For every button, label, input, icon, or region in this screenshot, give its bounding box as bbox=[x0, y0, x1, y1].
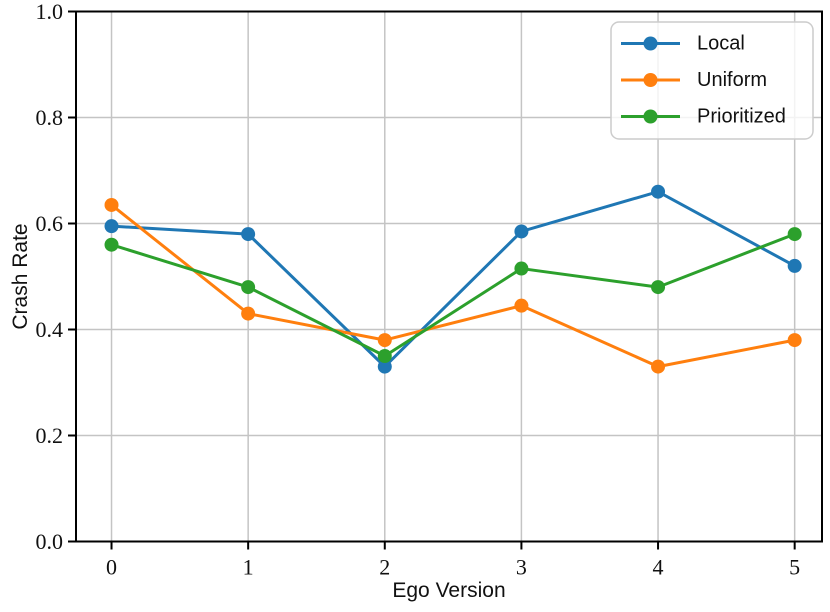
data-point-local-3 bbox=[514, 224, 529, 239]
series-line-uniform bbox=[110, 203, 797, 369]
legend: Local Uniform Prioritized bbox=[610, 21, 814, 140]
data-point-local-0 bbox=[104, 219, 119, 234]
data-point-local-4 bbox=[651, 184, 666, 199]
series-line-local bbox=[110, 190, 797, 369]
x-tick-label: 0 bbox=[106, 555, 117, 580]
legend-label: Prioritized bbox=[697, 106, 786, 128]
x-tick-label: 2 bbox=[379, 555, 390, 580]
y-tick-label: 1.0 bbox=[36, 0, 64, 24]
legend-marker bbox=[643, 36, 658, 51]
x-tick-label: 4 bbox=[653, 555, 664, 580]
x-tick-label: 5 bbox=[789, 555, 800, 580]
data-point-uniform-5 bbox=[787, 333, 802, 348]
data-point-uniform-3 bbox=[514, 298, 529, 313]
data-point-prioritized-5 bbox=[787, 227, 802, 242]
data-point-local-5 bbox=[787, 258, 802, 273]
series-layer bbox=[104, 184, 802, 374]
data-point-local-1 bbox=[241, 227, 256, 242]
legend-box bbox=[610, 21, 814, 140]
data-point-uniform-4 bbox=[651, 359, 666, 374]
series-line-prioritized bbox=[110, 232, 797, 358]
data-point-prioritized-1 bbox=[241, 280, 256, 295]
data-point-prioritized-4 bbox=[651, 280, 666, 295]
legend-marker bbox=[643, 73, 658, 87]
plot-border bbox=[75, 10, 823, 543]
legend-label: Uniform bbox=[697, 69, 767, 91]
y-tick-label: 0.2 bbox=[36, 423, 64, 448]
x-axis-label: Ego Version bbox=[392, 579, 505, 602]
data-point-prioritized-2 bbox=[377, 349, 392, 363]
y-tick-label: 0.0 bbox=[36, 529, 64, 554]
x-tick-label: 3 bbox=[516, 555, 527, 580]
legend-item-prioritized: Prioritized bbox=[621, 106, 786, 128]
data-point-uniform-1 bbox=[241, 306, 256, 321]
y-axis-label: Crash Rate bbox=[9, 223, 32, 329]
y-tick-label: 0.8 bbox=[36, 105, 64, 130]
data-point-prioritized-3 bbox=[514, 261, 529, 276]
legend-label: Local bbox=[697, 33, 745, 55]
data-point-uniform-0 bbox=[104, 197, 119, 212]
legend-item-local: Local bbox=[621, 33, 745, 55]
y-tick-label: 0.6 bbox=[36, 211, 64, 236]
y-tick-label: 0.4 bbox=[36, 317, 64, 342]
legend-marker bbox=[643, 109, 658, 124]
tick-layer: 0 1 2 3 4 5 0.0 0.2 0.4 0.6 0.8 1.0 bbox=[36, 0, 801, 580]
data-point-prioritized-0 bbox=[104, 237, 119, 252]
data-point-local-2 bbox=[377, 359, 392, 374]
x-tick-label: 1 bbox=[243, 555, 254, 580]
data-point-uniform-2 bbox=[377, 333, 392, 348]
legend-item-uniform: Uniform bbox=[621, 69, 767, 91]
axes-spines bbox=[75, 10, 823, 543]
